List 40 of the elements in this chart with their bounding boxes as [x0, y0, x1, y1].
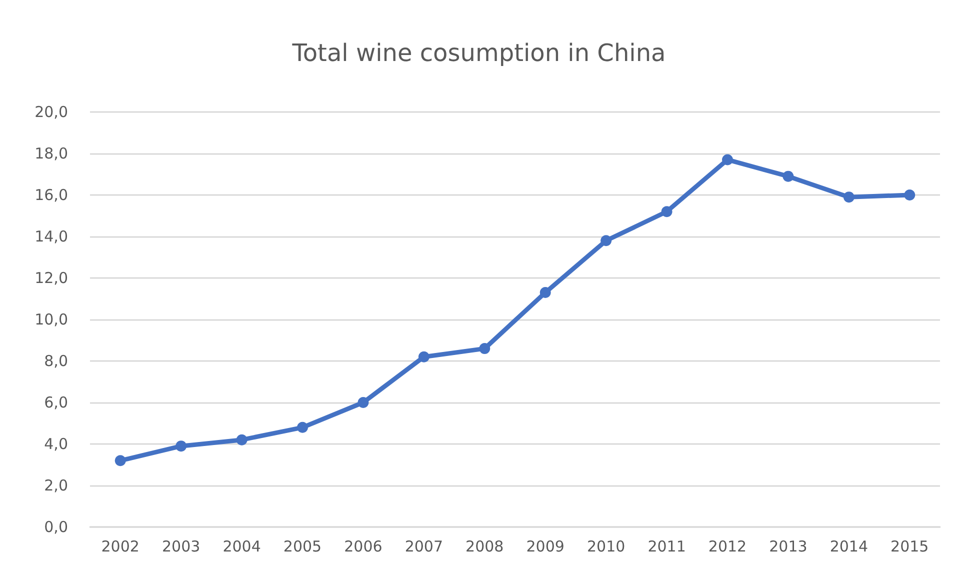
point — [904, 190, 916, 200]
x-tick-label: 2011 — [648, 538, 686, 556]
x-tick-label: 2004 — [222, 538, 261, 556]
x-tick-label: 2005 — [283, 538, 322, 556]
y-tick-label: 10,0 — [34, 310, 68, 328]
point — [358, 397, 369, 408]
y-tick-label: 0,0 — [44, 518, 68, 536]
point — [236, 434, 248, 446]
y-tick-label: 20,0 — [34, 103, 68, 121]
point — [114, 455, 126, 466]
x-tick-label: 2006 — [344, 538, 382, 556]
point — [479, 343, 490, 354]
y-tick-label: 12,0 — [34, 269, 68, 287]
y-tick-label: 18,0 — [34, 144, 68, 162]
x-tick-label: 2013 — [769, 538, 808, 556]
point — [600, 235, 612, 246]
x-tick-label: 2008 — [466, 538, 504, 556]
y-tick-label: 2,0 — [44, 476, 68, 494]
point — [540, 287, 551, 298]
y-tick-label: 14,0 — [34, 228, 68, 246]
y-tick-label: 16,0 — [34, 186, 68, 204]
point — [843, 192, 854, 203]
x-tick-label: 2003 — [162, 538, 200, 556]
x-tick-label: 2010 — [586, 538, 626, 556]
x-tick-label: 2007 — [404, 538, 444, 556]
point — [661, 206, 672, 218]
y-tick-label: 6,0 — [44, 394, 68, 412]
point — [418, 351, 430, 362]
x-tick-label: 2015 — [890, 538, 929, 556]
y-tick-label: 4,0 — [44, 435, 68, 453]
x-tick-label: 2009 — [526, 538, 564, 556]
x-tick-label: 2014 — [830, 538, 868, 556]
point — [297, 422, 308, 433]
point — [722, 154, 733, 166]
x-tick-label: 2012 — [708, 538, 747, 556]
chart-title: Total wine cosumption in China — [291, 39, 666, 67]
point — [176, 440, 187, 452]
point — [782, 170, 794, 182]
y-tick-label: 8,0 — [44, 352, 68, 370]
x-tick-label: 2002 — [101, 538, 140, 556]
